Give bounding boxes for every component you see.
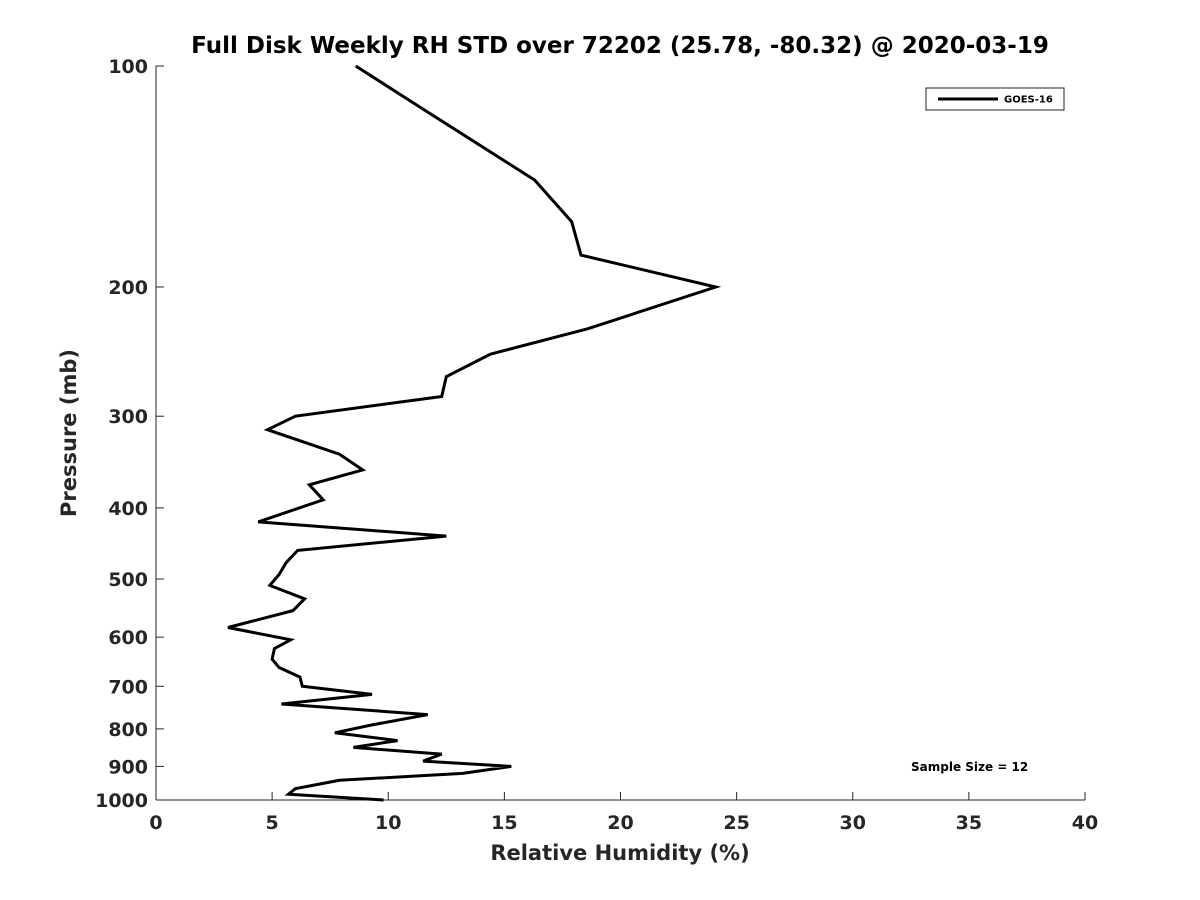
x-tick-label: 10: [375, 812, 401, 834]
y-tick-label: 200: [108, 277, 148, 299]
y-tick-label: 1000: [95, 790, 148, 812]
legend: GOES-16: [925, 87, 1065, 111]
x-tick-label: 20: [607, 812, 633, 834]
x-tick-label: 40: [1072, 812, 1098, 834]
y-tick-label: 700: [108, 676, 148, 698]
x-tick-label: 0: [149, 812, 162, 834]
x-tick-label: 25: [723, 812, 749, 834]
y-tick-label: 400: [108, 498, 148, 520]
x-tick-label: 30: [840, 812, 866, 834]
x-ticks: 0 5 10 15 20 25 30 35 40: [149, 792, 1098, 834]
chart-title: Full Disk Weekly RH STD over 72202 (25.7…: [191, 33, 1049, 59]
x-axis-label: Relative Humidity (%): [490, 841, 749, 865]
x-tick-label: 35: [956, 812, 982, 834]
x-tick-label: 15: [491, 812, 517, 834]
series-layer: [227, 64, 722, 802]
y-tick-label: 100: [108, 56, 148, 78]
sample-size-annotation: Sample Size = 12: [911, 760, 1028, 774]
legend-entry-goes-16: GOES-16: [1004, 95, 1053, 106]
y-tick-label: 900: [108, 756, 148, 778]
y-tick-label: 800: [108, 719, 148, 741]
y-tick-label: 500: [108, 569, 148, 591]
series-line-goes-16: [227, 64, 722, 802]
x-tick-label: 5: [266, 812, 279, 834]
y-tick-label: 300: [108, 406, 148, 428]
y-axis-label: Pressure (mb): [57, 349, 81, 517]
y-tick-label: 600: [108, 627, 148, 649]
y-ticks: 100 200 300 400 500 600 700 800 900 1000: [95, 56, 164, 812]
